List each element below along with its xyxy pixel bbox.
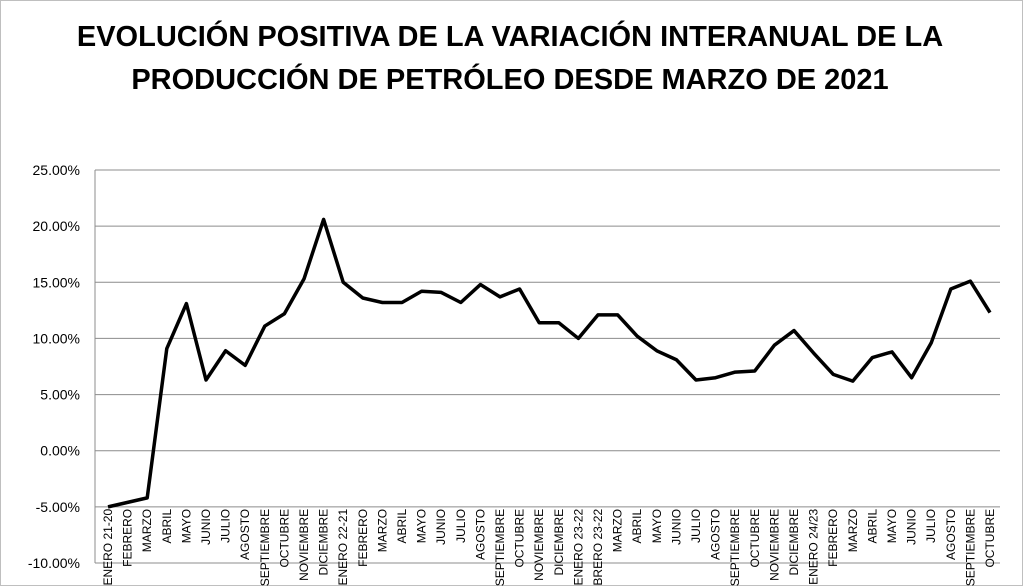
x-tick-label: ABRIL	[630, 509, 644, 544]
x-tick-label: SEPTIEMBRE	[258, 509, 272, 586]
x-tick-label: SEPTIEMBRE	[728, 509, 742, 586]
x-tick-label: DICIEMBRE	[787, 509, 801, 576]
x-tick-label: MARZO	[375, 509, 389, 552]
y-tick-label: 10.00%	[33, 330, 80, 346]
x-tick-label: DICIEMBRE	[552, 509, 566, 576]
x-tick-label: JUNIO	[434, 509, 448, 545]
x-tick-label: OCTUBRE	[983, 509, 997, 568]
x-tick-label: ABRIL	[865, 509, 879, 544]
x-tick-label: DICIEMBRE	[317, 509, 331, 576]
x-tick-label: MAYO	[415, 509, 429, 543]
x-tick-label: NOVIEMBRE	[532, 509, 546, 581]
x-tick-label: OCTUBRE	[277, 509, 291, 568]
x-tick-label: MAYO	[650, 509, 664, 543]
y-tick-label: 15.00%	[33, 274, 80, 290]
x-tick-label: MAYO	[179, 509, 193, 543]
x-tick-label: ABRIL	[160, 509, 174, 544]
x-tick-label: OCTUBRE	[748, 509, 762, 568]
x-tick-label: JUNIO	[669, 509, 683, 545]
x-tick-label: JULIO	[219, 509, 233, 543]
x-tick-label: MARZO	[140, 509, 154, 552]
y-tick-label: -5.00%	[36, 499, 80, 515]
x-tick-label: AGOSTO	[473, 509, 487, 560]
x-tick-label: JULIO	[454, 509, 468, 543]
x-tick-label: JUNIO	[199, 509, 213, 545]
x-tick-label: SEPTIEMBRE	[963, 509, 977, 586]
x-tick-label: ENERO 23-22	[571, 509, 585, 586]
x-tick-label: MARZO	[846, 509, 860, 552]
x-tick-label: NOVIEMBRE	[767, 509, 781, 581]
x-tick-label: FEBRERO	[356, 509, 370, 567]
x-tick-label: FEBRERO 23-22	[591, 509, 605, 586]
x-tick-label: AGOSTO	[944, 509, 958, 560]
x-tick-label: AGOSTO	[238, 509, 252, 560]
x-tick-label: JUNIO	[905, 509, 919, 545]
x-tick-label: JULIO	[689, 509, 703, 543]
x-tick-label: FEBRERO	[121, 509, 135, 567]
x-tick-label: AGOSTO	[709, 509, 723, 560]
x-tick-label: FEBRERO	[826, 509, 840, 567]
series-line	[107, 217, 992, 509]
y-tick-label: 25.00%	[33, 162, 80, 178]
y-tick-label: 5.00%	[40, 387, 80, 403]
y-tick-label: 0.00%	[40, 443, 80, 459]
y-tick-label: -10.00%	[28, 555, 80, 571]
x-tick-label: ENERO 22-21	[336, 509, 350, 586]
x-tick-label: ENERO 21-20	[101, 509, 115, 586]
x-tick-label: MAYO	[885, 509, 899, 543]
x-tick-label: JULIO	[924, 509, 938, 543]
x-tick-label: SEPTIEMBRE	[493, 509, 507, 586]
x-tick-label: OCTUBRE	[513, 509, 527, 568]
x-tick-label: ABRIL	[395, 509, 409, 544]
chart-title: EVOLUCIÓN POSITIVA DE LA VARIACIÓN INTER…	[76, 21, 944, 96]
x-tick-label: NOVIEMBRE	[297, 509, 311, 581]
x-tick-label: ENERO 24/23	[807, 509, 821, 585]
x-tick-label: MARZO	[611, 509, 625, 552]
y-tick-label: 20.00%	[33, 218, 80, 234]
